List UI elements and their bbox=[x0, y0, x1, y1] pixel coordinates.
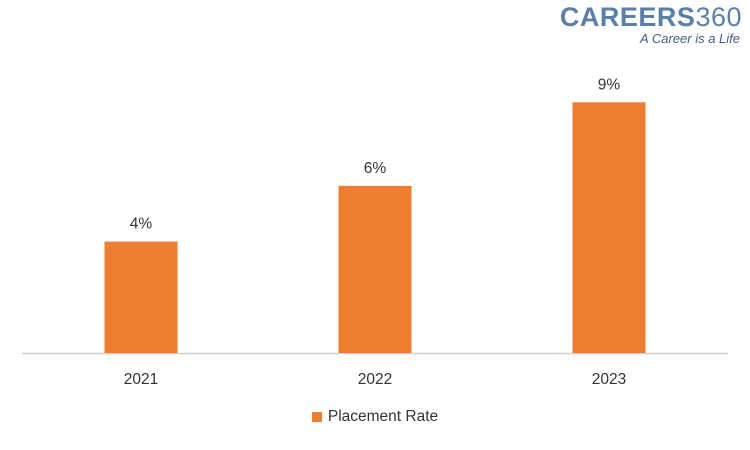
logo-wordmark: CAREERS360 bbox=[560, 2, 742, 32]
logo-tagline: A Career is a Life bbox=[640, 31, 740, 46]
legend-swatch bbox=[311, 412, 322, 422]
x-tick-label-2021: 2021 bbox=[124, 371, 158, 388]
logo-brand-word: CAREERS bbox=[559, 2, 696, 32]
bar-chart: 4% 2021 6% 2022 9% 2023 bbox=[22, 76, 728, 388]
chart-legend: Placement Rate bbox=[0, 408, 750, 426]
data-label-2021: 4% bbox=[130, 216, 153, 233]
legend-label: Placement Rate bbox=[327, 408, 439, 425]
bar-2023 bbox=[572, 102, 646, 354]
logo-brand-number: 360 bbox=[695, 2, 742, 32]
bar-2022 bbox=[338, 185, 412, 353]
data-label-2022: 6% bbox=[364, 160, 387, 177]
x-tick-label-2022: 2022 bbox=[358, 371, 392, 388]
data-label-2023: 9% bbox=[598, 76, 621, 93]
careers360-logo: CAREERS360 A Career is a Life bbox=[560, 2, 742, 46]
x-tick-label-2023: 2023 bbox=[592, 371, 626, 388]
bar-2021 bbox=[104, 241, 178, 353]
